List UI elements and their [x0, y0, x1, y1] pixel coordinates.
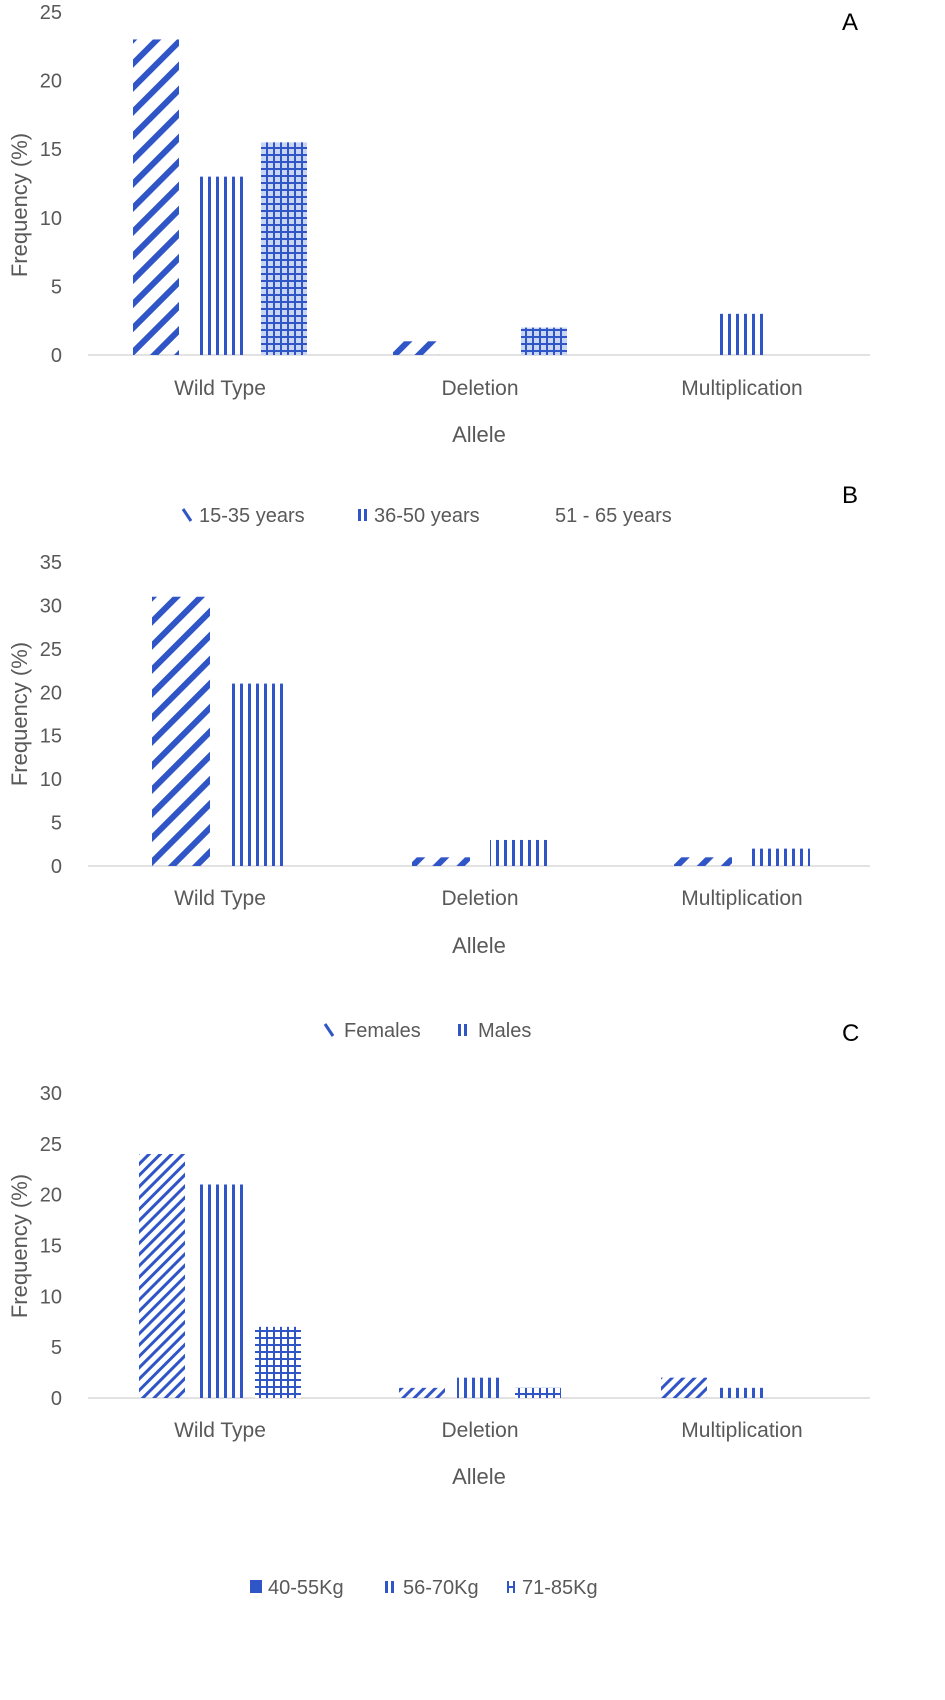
bar-71-85kg-deletion [515, 1387, 561, 1398]
legend-swatch-part [458, 1024, 461, 1036]
bar-40-55kg-deletion [399, 1387, 445, 1398]
y-tick-label: 20 [40, 71, 62, 93]
y-axis-title: Frequency (%) [7, 1174, 32, 1318]
legend-swatch [181, 508, 193, 522]
y-tick-label: 35 [40, 552, 62, 574]
y-tick-label: 5 [51, 1337, 62, 1359]
legend: Females Males [323, 1020, 531, 1042]
legend: 40-55Kg 56-70Kg 71-85Kg [250, 1577, 598, 1599]
bar-males-wild-type [230, 683, 288, 866]
y-tick-label: 5 [51, 276, 62, 298]
y-tick-label: 25 [40, 639, 62, 661]
y-tick-label: 10 [40, 769, 62, 791]
legend-swatch [385, 1581, 394, 1593]
legend-label: Females [344, 1020, 421, 1042]
bar-56-70kg-deletion [457, 1377, 503, 1398]
panel-letter: B [842, 482, 858, 509]
x-tick-label: Multiplication [681, 887, 802, 910]
y-tick-label: 10 [40, 1286, 62, 1308]
y-tick-label: 15 [40, 726, 62, 748]
legend-swatch [358, 509, 367, 521]
bar-males-deletion [490, 839, 548, 866]
chart-panel-a: A 0 5 10 15 20 25 Wild Type Deletion Multiplicati… [7, 2, 870, 527]
legend-label: 51 - 65 years [555, 505, 672, 527]
bar-females-multiplication [674, 857, 732, 866]
x-axis-title: Allele [452, 933, 506, 958]
bar-40-55kg-wild-type [139, 1154, 185, 1398]
legend-swatch-part [507, 1586, 515, 1588]
bar-females-deletion [412, 857, 470, 866]
bar-36-50-years-multiplication [719, 313, 765, 355]
legend-swatch-part [464, 1024, 467, 1036]
legend-swatch-part [385, 1581, 388, 1593]
legend-swatch [458, 1024, 467, 1036]
bar-15-35-years-deletion [393, 341, 439, 355]
y-axis-title: Frequency (%) [7, 133, 32, 277]
y-tick-label: 10 [40, 208, 62, 230]
legend-swatch [323, 1023, 335, 1037]
y-tick-label: 25 [40, 1134, 62, 1156]
x-tick-label: Deletion [441, 1419, 518, 1442]
bar-15-35-years-wild-type [133, 39, 179, 355]
y-tick-label: 30 [40, 595, 62, 617]
x-axis-title: Allele [452, 422, 506, 447]
bar-51-65-years-deletion [521, 327, 567, 355]
bar-56-70kg-wild-type [197, 1184, 243, 1398]
legend: 15-35 years 36-50 years 51 - 65 years [181, 505, 672, 527]
x-tick-label: Multiplication [681, 377, 802, 400]
y-tick-label: 15 [40, 1236, 62, 1258]
legend-label: 15-35 years [199, 505, 305, 527]
bar-40-55kg-multiplication [661, 1377, 707, 1398]
legend-label: 36-50 years [374, 505, 480, 527]
x-tick-label: Deletion [441, 377, 518, 400]
legend-label: 71-85Kg [522, 1577, 598, 1599]
chart-panel-c: C 0 5 10 15 20 25 30 Wild Type Deletion Multiplica… [7, 1020, 870, 1599]
bar-56-70kg-multiplication [719, 1387, 765, 1398]
chart-panel-b: B 0 5 10 15 20 25 30 35 Wild Type Deletion Multipli… [7, 482, 870, 1042]
y-tick-label: 25 [40, 2, 62, 24]
legend-swatch-part [364, 509, 367, 521]
x-tick-label: Wild Type [174, 1419, 266, 1442]
bar-36-50-years-wild-type [197, 176, 243, 355]
legend-label: 56-70Kg [403, 1577, 479, 1599]
y-tick-label: 0 [51, 345, 62, 367]
legend-swatch [507, 1581, 515, 1593]
legend-label: 40-55Kg [268, 1577, 344, 1599]
x-tick-label: Deletion [441, 887, 518, 910]
y-axis-title: Frequency (%) [7, 642, 32, 786]
legend-swatch-part [358, 509, 361, 521]
y-tick-label: 15 [40, 139, 62, 161]
y-tick-label: 0 [51, 1388, 62, 1410]
y-tick-label: 20 [40, 1185, 62, 1207]
y-tick-label: 30 [40, 1083, 62, 1105]
panel-letter: C [842, 1020, 859, 1047]
x-axis-title: Allele [452, 1464, 506, 1489]
legend-label: Males [478, 1020, 531, 1042]
x-tick-label: Wild Type [174, 377, 266, 400]
y-tick-label: 5 [51, 813, 62, 835]
legend-swatch-part [391, 1581, 394, 1593]
panel-letter: A [842, 9, 858, 36]
x-tick-label: Multiplication [681, 1419, 802, 1442]
y-tick-label: 20 [40, 682, 62, 704]
bar-females-wild-type [152, 596, 210, 866]
bar-51-65-years-wild-type [261, 142, 307, 355]
x-tick-label: Wild Type [174, 887, 266, 910]
bar-71-85kg-wild-type [255, 1326, 301, 1398]
y-tick-label: 0 [51, 856, 62, 878]
bar-males-multiplication [752, 848, 810, 866]
legend-swatch [250, 1580, 262, 1593]
